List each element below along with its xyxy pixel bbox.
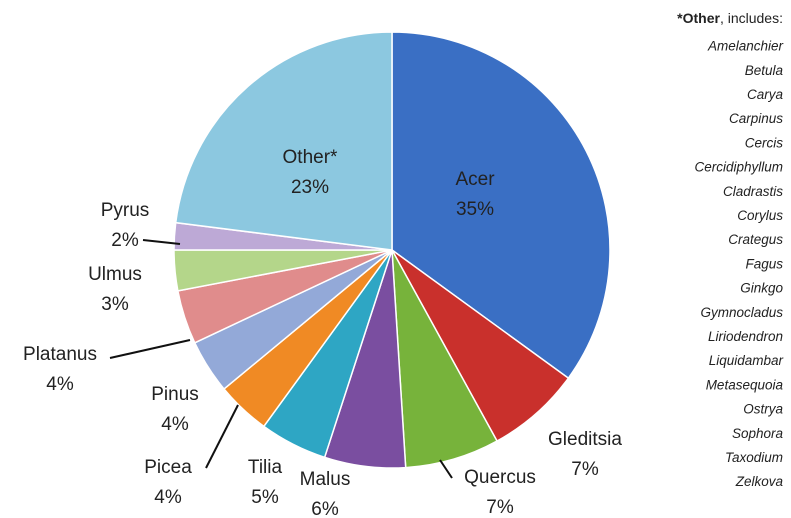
slice-value-label: 4%: [161, 414, 189, 435]
note-item: Ostrya: [743, 402, 783, 417]
note-item: Metasequoia: [706, 377, 784, 392]
note-item: Liriodendron: [708, 329, 783, 344]
note-item: Liquidambar: [709, 353, 784, 368]
note-item: Ginkgo: [740, 281, 783, 296]
note-title: *Other, includes:: [677, 10, 783, 26]
note-item: Carya: [747, 87, 784, 102]
slice-value-label: 2%: [111, 230, 139, 251]
slice-value-label: 3%: [101, 294, 129, 315]
slice-label: Other*: [283, 147, 339, 168]
note-item: Cladrastis: [723, 184, 783, 199]
pie-slice: [174, 31, 393, 251]
pie-slice: [391, 31, 611, 380]
slice-label: Gleditsia: [548, 429, 622, 450]
note-item: Amelanchier: [707, 39, 784, 54]
leader-line: [109, 339, 191, 359]
slice-value-label: 35%: [456, 199, 494, 220]
slice-value-label: 23%: [291, 177, 329, 198]
slice-label: Ulmus: [88, 264, 142, 285]
note-item: Corylus: [737, 208, 783, 223]
slice-label: Acer: [455, 169, 495, 190]
slice-label: Platanus: [23, 344, 97, 365]
note-item: Cercis: [745, 135, 784, 150]
slice-label: Pyrus: [101, 200, 150, 221]
note-item: Gymnocladus: [700, 305, 783, 320]
note-item: Cercidiphyllum: [694, 160, 783, 175]
note-item: Sophora: [732, 426, 784, 441]
slice-value-label: 5%: [251, 487, 279, 508]
note-item: Crategus: [728, 232, 783, 247]
slice-value-label: 7%: [486, 497, 514, 518]
slice-label: Picea: [144, 457, 192, 478]
note-item: Fagus: [745, 256, 783, 271]
note-item: Taxodium: [725, 450, 783, 465]
slice-label: Malus: [300, 469, 351, 490]
slice-value-label: 6%: [311, 499, 339, 518]
slice-label: Pinus: [151, 384, 199, 405]
slice-value-label: 7%: [571, 459, 599, 480]
leader-line: [142, 239, 181, 245]
note-item: Betula: [745, 63, 784, 78]
slice-label: Quercus: [464, 467, 536, 488]
slice-label: Tilia: [248, 457, 283, 478]
slice-value-label: 4%: [46, 374, 74, 395]
note-item: Carpinus: [729, 111, 783, 126]
note-item: Zelkova: [735, 474, 784, 489]
leader-line: [205, 404, 239, 469]
note-title-bold: *Other: [677, 10, 720, 26]
note-title-rest: , includes:: [720, 10, 783, 26]
slice-value-label: 4%: [154, 487, 182, 508]
leader-line: [439, 459, 453, 479]
